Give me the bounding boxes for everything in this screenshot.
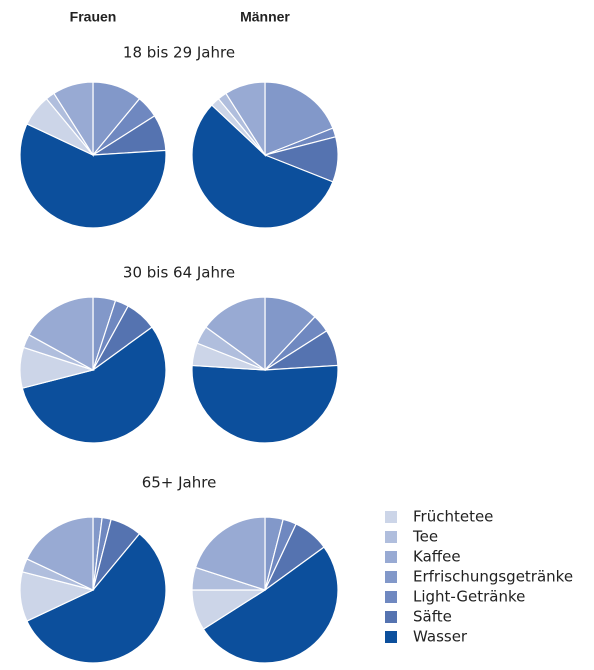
pie-slice	[191, 104, 334, 229]
pie-slice	[19, 123, 167, 229]
pie-slice	[26, 516, 94, 591]
legend-swatch	[385, 631, 397, 643]
legend-label: Früchtetee	[413, 508, 493, 526]
legend-label: Säfte	[413, 608, 452, 626]
row-title: 65+ Jahre	[142, 474, 217, 492]
row-title: 18 bis 29 Jahre	[123, 44, 235, 62]
pie-slice	[194, 516, 266, 591]
legend-swatch	[385, 611, 397, 623]
legend-label: Erfrischungsgetränke	[413, 568, 573, 586]
pie-slice	[191, 364, 339, 444]
legend-label: Wasser	[413, 628, 468, 646]
pie-slice	[225, 81, 266, 158]
row-title: 30 bis 64 Jahre	[123, 264, 235, 282]
legend-swatch	[385, 551, 397, 563]
legend-label: Light-Getränke	[413, 588, 525, 606]
column-header: Frauen	[70, 9, 117, 25]
legend-swatch	[385, 591, 397, 603]
pie-slice	[202, 546, 339, 664]
legend-swatch	[385, 511, 397, 523]
pie-slice	[26, 532, 167, 664]
legend-swatch	[385, 571, 397, 583]
legend-label: Kaffee	[413, 548, 461, 566]
pie-slice	[264, 81, 334, 156]
pie-slice	[21, 326, 167, 444]
legend-swatch	[385, 531, 397, 543]
pie-slice	[205, 296, 266, 372]
legend-label: Tee	[412, 528, 438, 546]
pie-slice	[28, 296, 94, 372]
column-header: Männer	[240, 9, 290, 25]
pie-slice	[53, 81, 94, 158]
